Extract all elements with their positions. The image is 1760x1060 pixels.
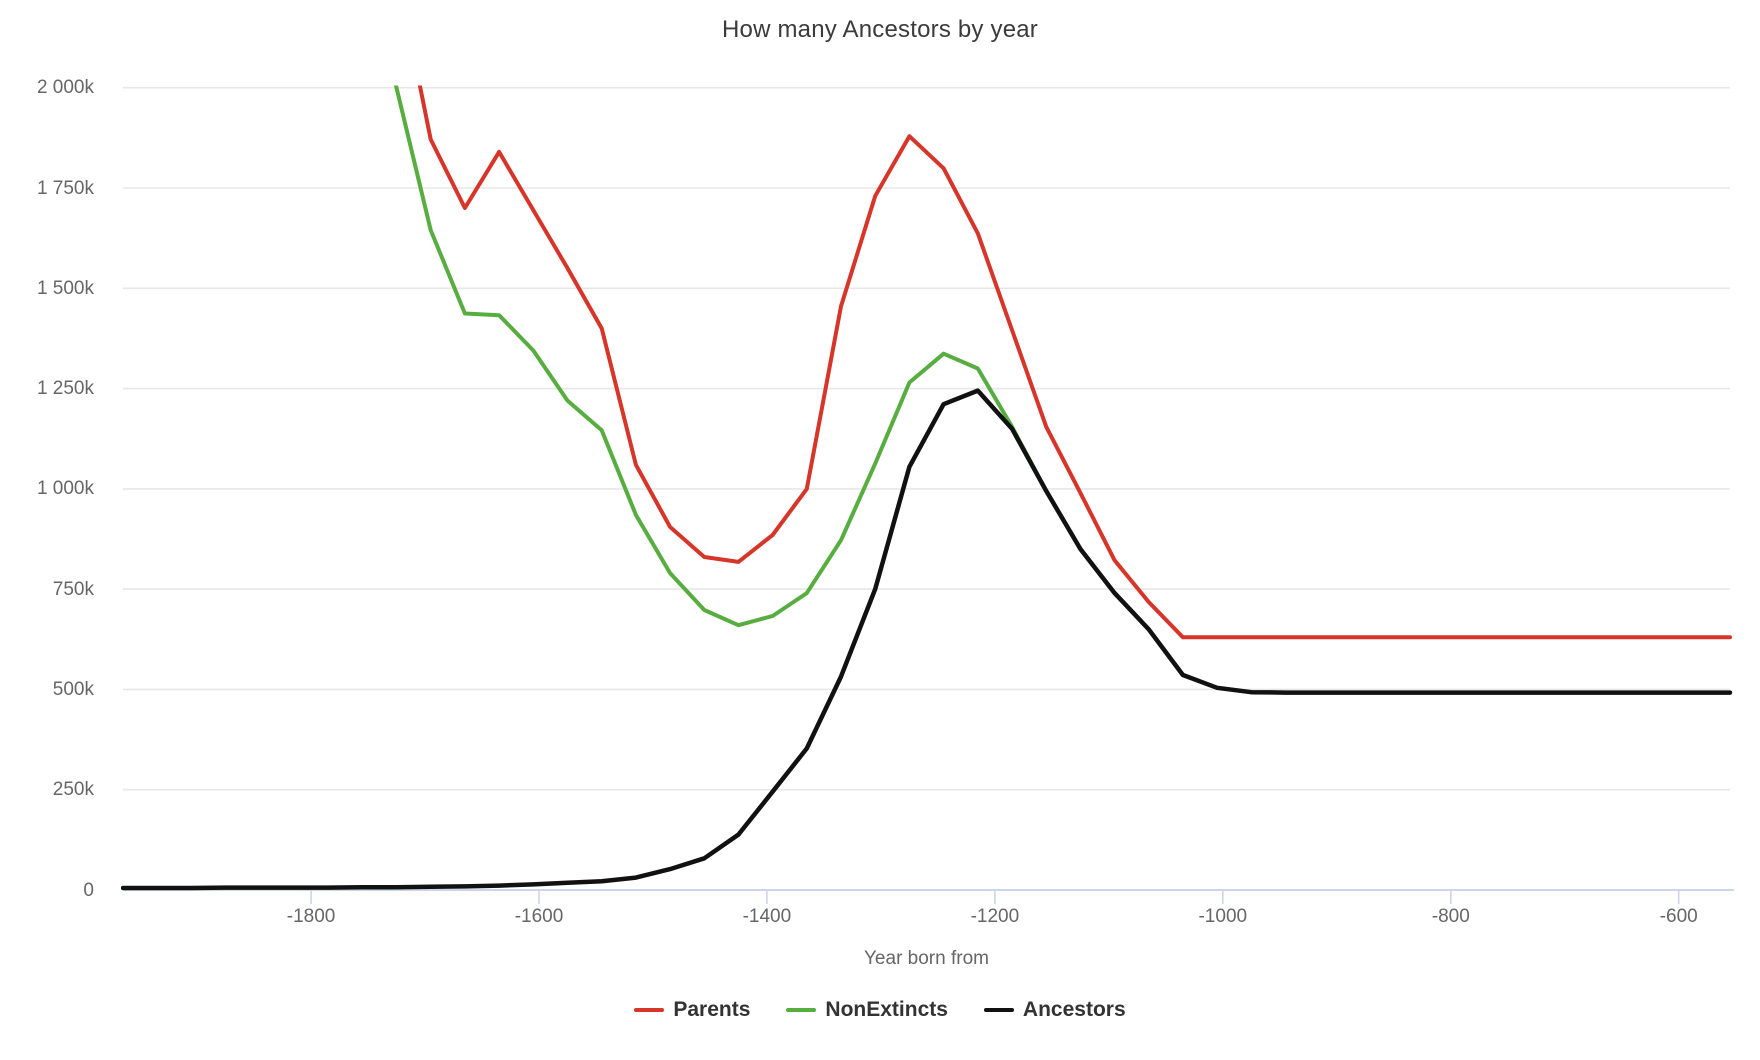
parents-line-swatch-icon — [634, 1008, 665, 1012]
series-line-ancestors — [121, 388, 1733, 891]
x-tick-label: -800 — [1431, 906, 1470, 927]
legend: Parents NonExtincts Ancestors — [0, 997, 1760, 1023]
x-tick-label: -1000 — [1198, 906, 1248, 927]
nonextincts-line-swatch-icon — [786, 1008, 817, 1012]
x-tick-label: -1400 — [742, 906, 792, 927]
y-tick-label: 250k — [52, 779, 94, 801]
chart-title: How many Ancestors by year — [722, 16, 1038, 43]
y-tick-label: 1 250k — [36, 378, 94, 400]
x-tick-label: -1200 — [970, 906, 1020, 927]
y-tick-label: 1 000k — [36, 478, 94, 500]
x-tick-label: -1800 — [286, 906, 336, 927]
x-axis-title: Year born from — [864, 948, 989, 969]
y-tick-label: 0 — [83, 879, 94, 901]
y-tick-label: 750k — [52, 578, 94, 600]
legend-label: NonExtincts — [825, 998, 948, 1021]
legend-label: Parents — [673, 998, 751, 1021]
legend-item-parents[interactable]: Parents — [634, 997, 750, 1023]
legend-item-nonextincts[interactable]: NonExtincts — [786, 997, 948, 1023]
x-tick-label: -600 — [1659, 906, 1698, 927]
legend-label: Ancestors — [1022, 998, 1126, 1021]
series-line-parents — [417, 85, 1732, 640]
x-tick-label: -1600 — [514, 906, 564, 927]
y-tick-label: 500k — [52, 678, 94, 700]
y-tick-label: 2 000k — [36, 77, 94, 99]
ancestors-line-swatch-icon — [983, 1008, 1014, 1012]
y-tick-label: 1 500k — [36, 277, 94, 299]
y-tick-label: 1 750k — [36, 177, 94, 199]
legend-item-ancestors[interactable]: Ancestors — [983, 997, 1126, 1023]
